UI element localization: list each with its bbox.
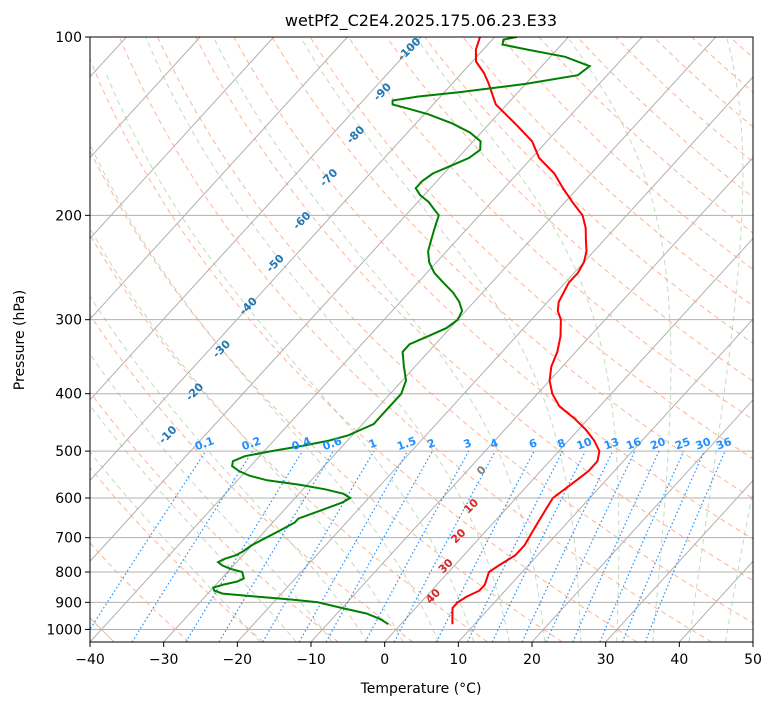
isotherm-gridline [163, 37, 717, 642]
mixing-ratio-label: 2 [426, 436, 438, 451]
mixing-ratio-line [491, 450, 586, 642]
mixing-ratio-label: 4 [488, 436, 500, 451]
mixing-ratio-label: 36 [714, 435, 733, 453]
mixing-ratio-line [325, 450, 434, 642]
moist-adiabat-line [90, 451, 261, 642]
mixing-ratio-label: 0.4 [290, 434, 313, 453]
moist-adiabat-line [415, 37, 620, 642]
isotherm-gridline [531, 399, 753, 642]
chart-title: wetPf2_C2E4.2025.175.06.23.E33 [285, 11, 557, 31]
isotherm-gridline [90, 37, 496, 482]
mixing-ratio-line [185, 450, 304, 642]
mixing-ratio-line [545, 450, 636, 642]
isotherm-gridline [457, 318, 753, 642]
dry-adiabat-line [90, 58, 638, 642]
isotherm-gridline [384, 237, 753, 642]
mixing-ratio-line [262, 450, 375, 642]
isotherm-gridline [90, 37, 275, 240]
dry-adiabat-line [90, 234, 488, 642]
y-tick-label: 100 [55, 30, 82, 46]
dry-adiabat-line [424, 37, 753, 344]
mixing-ratio-label: 10 [575, 435, 594, 453]
y-tick-label: 1000 [46, 622, 82, 638]
y-tick-label: 300 [55, 313, 82, 329]
mixing-ratio-line [298, 450, 409, 642]
x-tick-label: −20 [223, 652, 253, 668]
mixing-ratio-label: 8 [556, 436, 568, 451]
x-tick-label: 0 [380, 652, 389, 668]
x-axis: −40 −30 −20 −10 0 10 20 30 40 50 [75, 642, 762, 668]
mixing-ratio-label: 20 [649, 435, 668, 453]
moist-adiabat-line [567, 37, 672, 642]
x-tick-label: 40 [670, 652, 688, 668]
x-tick-label: 10 [449, 652, 467, 668]
isotherm-gridline [236, 76, 753, 642]
mixing-ratio-label: 6 [527, 436, 539, 451]
x-tick-label: −40 [75, 652, 105, 668]
isotherm-gridline [90, 37, 422, 401]
x-axis-label: Temperature (°C) [360, 681, 482, 697]
moist-adiabat-line [688, 37, 744, 642]
moist-adiabat-line [145, 37, 510, 642]
moist-adiabat-line [90, 143, 439, 642]
y-tick-label: 700 [55, 531, 82, 547]
mixing-ratio-line [521, 450, 614, 642]
mixing-ratio-label: 16 [624, 435, 643, 453]
x-tick-label: 20 [523, 652, 541, 668]
x-tick-label: −30 [149, 652, 179, 668]
y-tick-label: 600 [55, 491, 82, 507]
mixing-ratio-label: 13 [602, 435, 621, 452]
isotherm-gridline [90, 37, 643, 642]
mixing-ratio-line [644, 450, 726, 642]
mixing-ratio-line [572, 450, 660, 642]
moist-adiabat-line [90, 295, 369, 642]
mixing-ratio-line [131, 450, 254, 642]
moist-adiabat-line [90, 227, 404, 642]
y-tick-label: 500 [55, 444, 82, 460]
y-axis: 100 200 300 400 500 600 700 800 900 1000 [46, 30, 90, 638]
moist-adiabat-line [90, 353, 333, 642]
dry-adiabat-line [233, 37, 753, 540]
dry-adiabat-line [90, 467, 264, 642]
dry-adiabat-line [157, 37, 753, 624]
isotherm-gridline [605, 479, 753, 642]
dry-adiabat-line [118, 37, 712, 642]
dry-adiabat-line [90, 391, 339, 642]
y-axis-label: Pressure (hPa) [12, 290, 28, 390]
y-tick-label: 800 [55, 565, 82, 581]
mixing-ratio-label: 1 [367, 436, 379, 451]
plot-frame [89, 36, 754, 643]
x-tick-label: 30 [597, 652, 615, 668]
mixing-ratio-label: 0.1 [193, 434, 216, 453]
dry-adiabat-line [195, 37, 753, 582]
dry-adiabat-line [271, 37, 753, 500]
moist-adiabat-line [90, 404, 297, 642]
mixing-ratio-label: 30 [694, 435, 713, 453]
line-labels: 0.1 0.2 0.4 0.6 1 1.5 2 3 4 6 8 10 13 16 20 25 30 36-100-… [156, 35, 733, 607]
mixing-ratio-label: 0.2 [240, 434, 263, 453]
mixing-ratio-label: 3 [462, 436, 474, 451]
mixing-ratio-line [621, 450, 705, 642]
isotherm-gridline [310, 156, 753, 642]
isotherm-gridline [90, 37, 348, 320]
mixing-ratio-line [364, 450, 470, 642]
mixing-ratio-label: 1.5 [395, 434, 418, 453]
mixing-ratio-line [218, 450, 334, 642]
background-lines [90, 37, 753, 642]
profile-line [212, 37, 592, 626]
mixing-ratio-label: 0.6 [321, 434, 344, 453]
x-tick-label: −10 [296, 652, 326, 668]
profile-series [212, 37, 601, 626]
dry-adiabat-line [90, 314, 414, 642]
moist-adiabat-line [105, 72, 475, 642]
mixing-ratio-label: 25 [673, 435, 692, 452]
y-tick-label: 400 [55, 387, 82, 403]
y-tick-label: 200 [55, 208, 82, 224]
x-tick-label: 50 [744, 652, 762, 668]
profile-line [451, 37, 601, 625]
isotherm-gridline [90, 37, 201, 159]
y-tick-label: 900 [55, 595, 82, 611]
